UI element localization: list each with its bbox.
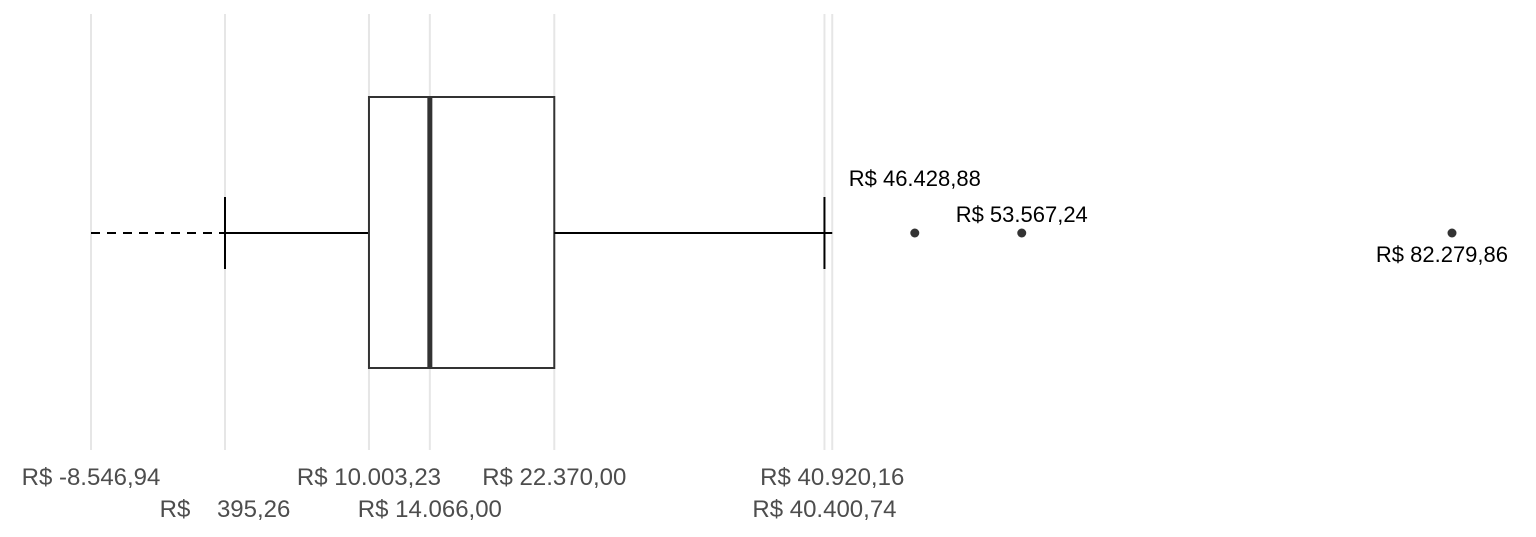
outlier-labels: R$ 46.428,88 R$ 53.567,24 R$ 82.279,86 bbox=[849, 166, 1508, 267]
outlier-label-2: R$ 53.567,24 bbox=[956, 202, 1088, 227]
tick-label-whisker-high: R$ 40.400,74 bbox=[752, 496, 896, 523]
tick-label-upper-fence: R$ 40.920,16 bbox=[760, 464, 904, 491]
outlier-label-3: R$ 82.279,86 bbox=[1376, 242, 1508, 267]
outlier-point-2 bbox=[1017, 228, 1027, 238]
x-axis-tick-labels: R$ -8.546,94 R$ 395,26 R$ 10.003,23 R$ 1… bbox=[22, 464, 905, 523]
tick-label-lower-fence: R$ -8.546,94 bbox=[22, 464, 161, 491]
outlier-point-3 bbox=[1447, 228, 1457, 238]
interquartile-box bbox=[367, 96, 556, 369]
tick-label-q3: R$ 22.370,00 bbox=[482, 464, 626, 491]
outlier-point-1 bbox=[910, 228, 920, 238]
outliers bbox=[910, 228, 1457, 238]
boxplot bbox=[91, 96, 833, 369]
outlier-label-1: R$ 46.428,88 bbox=[849, 166, 981, 191]
tick-label-whisker-low: R$ 395,26 bbox=[160, 496, 291, 523]
tick-label-median: R$ 14.066,00 bbox=[358, 496, 502, 523]
tick-label-q1: R$ 10.003,23 bbox=[297, 464, 441, 491]
